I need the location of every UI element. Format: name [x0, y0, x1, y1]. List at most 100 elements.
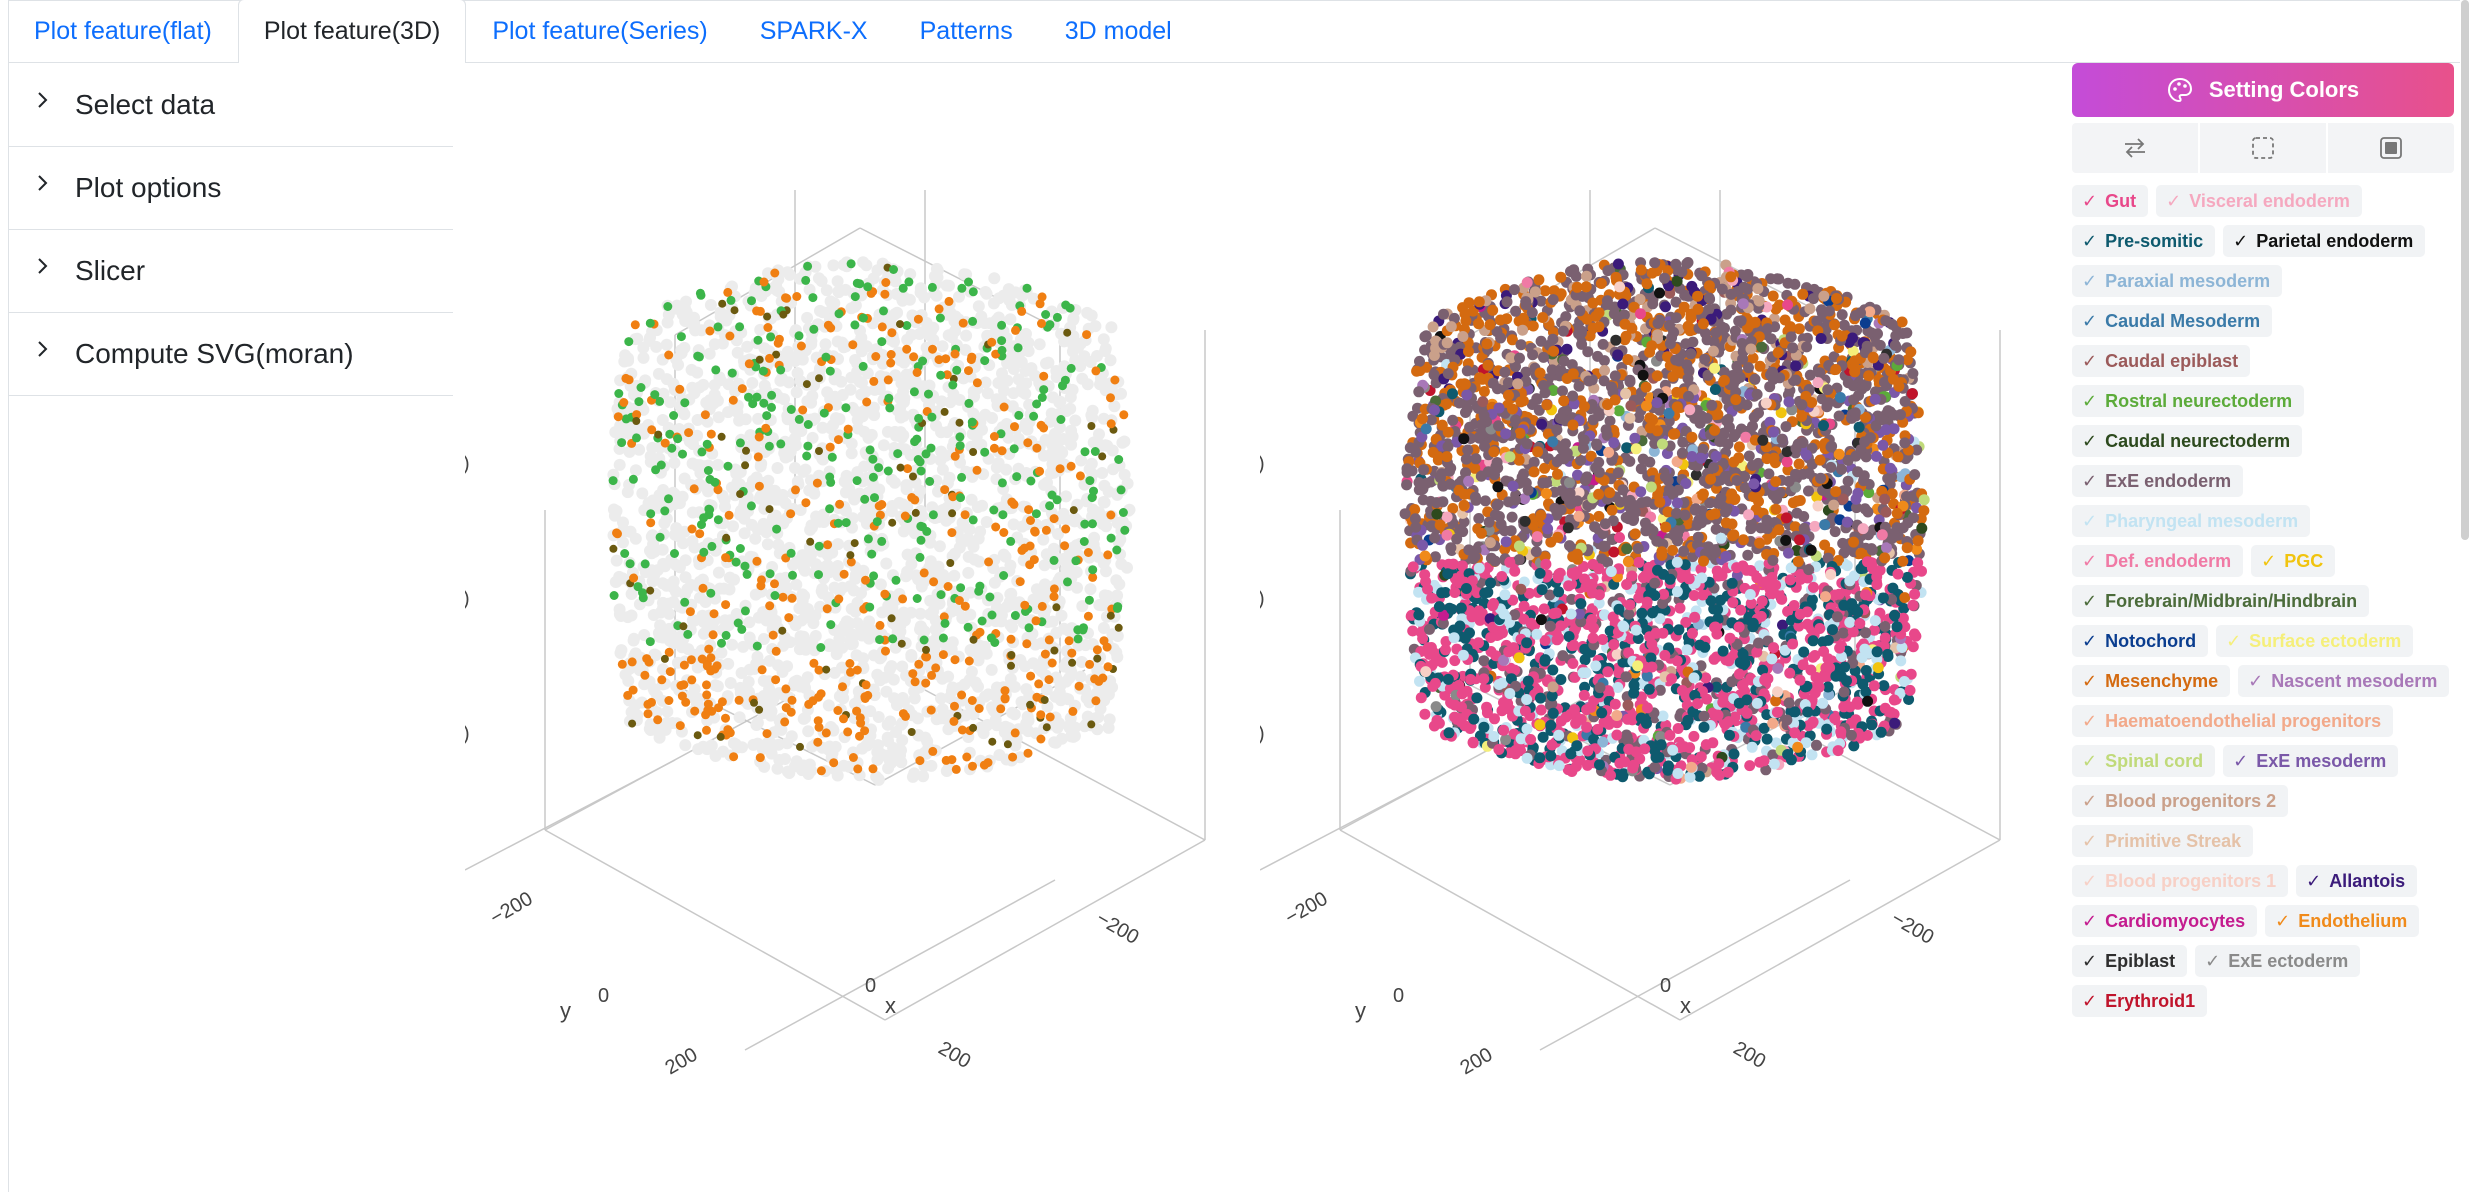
axis-label-y: y: [560, 998, 571, 1023]
cell-point: [1443, 727, 1455, 739]
cell-point: [1106, 628, 1119, 641]
cell-point: [1083, 611, 1093, 621]
cell-point: [627, 657, 637, 667]
cell-point: [979, 760, 989, 770]
cell-point: [906, 770, 919, 783]
cell-point: [1041, 525, 1051, 535]
cell-point: [708, 338, 721, 351]
cell-point: [645, 318, 655, 328]
cell-point: [687, 438, 699, 451]
cell-point: [1495, 332, 1507, 344]
cell-point: [845, 659, 855, 668]
cell-point: [1100, 565, 1112, 578]
cell-point: [629, 573, 639, 583]
cell-point: [827, 452, 837, 462]
cell-point: [738, 512, 751, 525]
cell-point: [813, 737, 823, 747]
cell-point: [978, 317, 991, 330]
cell-point: [650, 390, 660, 400]
accordion-select-data[interactable]: Select data: [8, 64, 453, 147]
cell-point: [655, 532, 665, 542]
cell-point: [1670, 296, 1682, 308]
accordion-slicer[interactable]: Slicer: [8, 230, 453, 313]
cell-point: [778, 592, 788, 602]
cell-point: [1761, 733, 1773, 745]
cell-point: [821, 386, 834, 399]
cell-point: [1074, 360, 1087, 373]
cell-point: [1118, 435, 1131, 448]
cell-point: [889, 591, 902, 604]
cell-point: [1533, 404, 1545, 416]
cell-point: [679, 315, 692, 327]
cell-point: [740, 606, 750, 616]
cell-point: [665, 667, 675, 677]
cell-point: [1082, 330, 1092, 340]
cell-point: [849, 572, 862, 585]
cell-point: [721, 713, 730, 723]
cell-point: [1020, 543, 1029, 553]
cell-point: [927, 670, 937, 680]
cell-point: [909, 387, 919, 397]
cell-point: [1006, 634, 1016, 644]
tab-plot-feature-flat[interactable]: Plot feature(flat): [34, 16, 212, 45]
cell-point: [681, 583, 694, 596]
cell-point: [1538, 603, 1550, 615]
cell-point: [1074, 670, 1087, 683]
cell-point: [940, 407, 949, 416]
plot-3d-feature[interactable]: ) ) ) −200 0 200 y −200 0 200 x: [463, 180, 1225, 1080]
cell-point: [885, 403, 895, 413]
cell-point: [667, 443, 677, 453]
cell-point: [972, 465, 982, 475]
cell-point: [1072, 639, 1085, 652]
cell-point: [741, 461, 750, 470]
cell-point: [918, 291, 931, 304]
plot-3d-celltypes[interactable]: ) ) ) −200 0 200 y −200 0 200 x: [1258, 180, 2020, 1080]
cell-point: [956, 612, 969, 625]
cell-point: [1767, 749, 1779, 761]
cell-point: [736, 490, 745, 498]
cell-point: [834, 309, 844, 319]
cell-point: [742, 569, 752, 579]
cell-point: [1909, 628, 1920, 640]
cell-point: [845, 437, 858, 450]
tab-spark-x[interactable]: SPARK-X: [759, 16, 868, 45]
cell-point: [912, 594, 922, 603]
cell-point: [1014, 333, 1027, 346]
cell-point: [1657, 710, 1669, 722]
cell-point: [632, 433, 641, 443]
cell-point: [888, 634, 898, 644]
cell-point: [1069, 414, 1082, 427]
cell-point: [1060, 375, 1070, 385]
cell-point: [938, 650, 948, 660]
tab-3d-model[interactable]: 3D model: [1064, 16, 1172, 45]
cell-point: [914, 413, 924, 423]
cell-point: [812, 478, 822, 488]
cell-point: [1793, 323, 1805, 335]
cell-point: [628, 474, 638, 484]
cell-point: [1102, 485, 1115, 498]
cell-point: [1046, 458, 1059, 470]
cell-point: [746, 377, 759, 389]
tab-plot-feature-3d[interactable]: Plot feature(3D): [237, 0, 467, 63]
cell-point: [941, 354, 951, 364]
tab-patterns[interactable]: Patterns: [919, 16, 1013, 45]
cell-point: [706, 429, 716, 439]
cell-point: [735, 544, 745, 553]
accordion-compute-svg[interactable]: Compute SVG(moran): [8, 313, 453, 396]
cell-point: [643, 699, 653, 709]
cell-point: [1535, 295, 1547, 307]
cell-point: [764, 736, 777, 749]
cell-point: [876, 357, 889, 370]
cell-point: [1103, 662, 1113, 672]
cell-point: [969, 723, 978, 732]
cell-point: [1037, 533, 1050, 546]
cell-point: [1765, 273, 1777, 285]
cell-point: [1597, 634, 1609, 645]
tab-plot-feature-series[interactable]: Plot feature(Series): [492, 16, 708, 45]
cell-point: [874, 747, 887, 760]
cell-point: [942, 670, 955, 683]
cell-point: [895, 377, 908, 390]
accordion-plot-options[interactable]: Plot options: [8, 147, 453, 230]
cell-point: [687, 524, 697, 534]
cell-point: [1067, 730, 1080, 743]
